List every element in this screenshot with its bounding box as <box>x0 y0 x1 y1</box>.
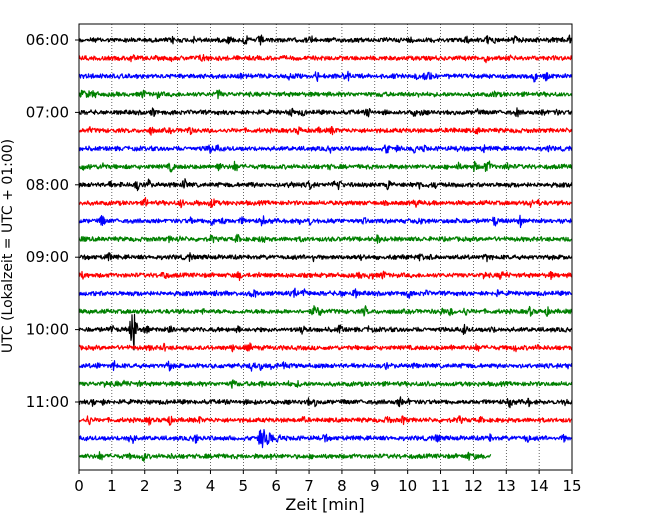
trace-0700 <box>78 107 573 118</box>
y-tick-label: 09:00 <box>26 248 69 266</box>
x-tick-label: 15 <box>562 477 581 495</box>
trace-0730 <box>78 144 573 154</box>
trace-0745 <box>78 160 573 173</box>
trace-1000 <box>78 313 573 351</box>
trace-1015 <box>78 342 573 353</box>
x-tick-label: 11 <box>431 477 450 495</box>
trace-0815 <box>78 197 573 209</box>
trace-0915 <box>78 270 573 282</box>
y-tick-label: 11:00 <box>26 393 69 411</box>
trace-0800 <box>78 178 573 192</box>
trace-0945 <box>78 305 573 317</box>
x-tick-label: 4 <box>206 477 216 495</box>
trace-1100 <box>78 396 573 409</box>
trace-1115 <box>78 415 573 426</box>
y-tick-label: 06:00 <box>26 31 69 49</box>
x-axis-label: Zeit [min] <box>285 495 364 514</box>
trace-0600 <box>78 34 573 46</box>
trace-0630 <box>78 70 573 83</box>
seismic-traces <box>78 34 573 462</box>
y-tick-label: 10:00 <box>26 321 69 339</box>
trace-1145 <box>78 451 492 462</box>
x-tick-label: 7 <box>304 477 314 495</box>
trace-0900 <box>78 252 573 263</box>
x-tick-label: 3 <box>173 477 183 495</box>
y-axis-label: UTC (Lokalzeit = UTC + 01:00) <box>0 139 16 353</box>
x-tick-label: 6 <box>271 477 281 495</box>
trace-1045 <box>78 379 573 389</box>
x-tick-label: 13 <box>497 477 516 495</box>
x-tick-label: 12 <box>464 477 483 495</box>
y-tick-label: 08:00 <box>26 176 69 194</box>
trace-0645 <box>78 89 573 100</box>
x-tick-label: 10 <box>398 477 417 495</box>
x-axis-ticks: 0 1 2 3 4 5 6 7 8 9 10 11 12 13 14 15 <box>74 470 582 495</box>
trace-0615 <box>78 54 573 64</box>
trace-1130 <box>78 429 573 449</box>
x-tick-label: 0 <box>74 477 84 495</box>
x-tick-label: 14 <box>530 477 549 495</box>
x-tick-label: 5 <box>239 477 249 495</box>
x-tick-label: 8 <box>337 477 347 495</box>
y-tick-label: 07:00 <box>26 103 69 121</box>
plot-frame <box>78 23 573 471</box>
trace-0830 <box>78 214 573 229</box>
trace-0715 <box>78 126 573 136</box>
x-tick-label: 2 <box>140 477 150 495</box>
x-tick-label: 9 <box>370 477 380 495</box>
y-axis-ticks: 06:00 07:00 08:00 09:00 10:00 11:00 <box>26 31 79 411</box>
x-tick-label: 1 <box>107 477 117 495</box>
trace-0845 <box>78 233 573 244</box>
trace-0930 <box>78 287 573 299</box>
trace-1030 <box>78 360 573 372</box>
grid-lines <box>111 24 540 470</box>
